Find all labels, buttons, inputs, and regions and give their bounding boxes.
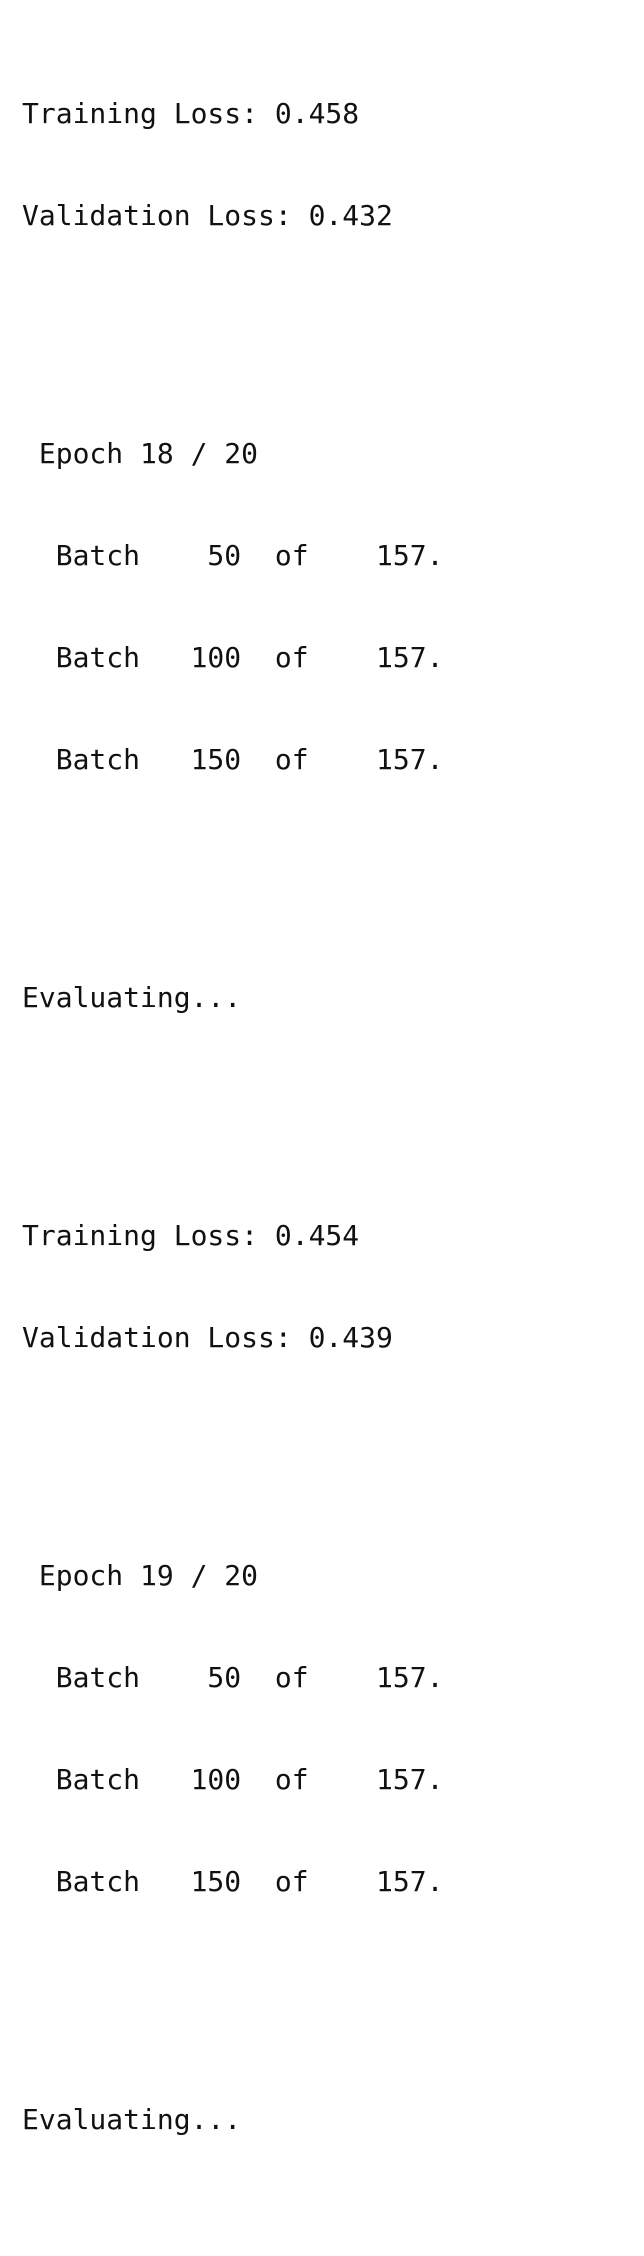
evaluating-line: Evaluating... [22,981,242,1014]
batch-progress-line: Batch 100 of 157. [22,1763,444,1796]
validation-loss-line: Validation Loss: 0.432 [22,199,393,232]
blank-line [22,845,622,879]
batch-progress-line: Batch 100 of 157. [22,641,444,674]
blank-line [22,1423,622,1457]
batch-progress-line: Batch 50 of 157. [22,539,444,572]
batch-progress-line: Batch 150 of 157. [22,743,444,776]
validation-loss-line: Validation Loss: 0.439 [22,1321,393,1354]
training-loss-line: Training Loss: 0.454 [22,1219,360,1252]
batch-progress-line: Batch 50 of 157. [22,1661,444,1694]
training-loss-line: Training Loss: 0.458 [22,97,360,130]
blank-line [22,1967,622,2001]
console-output: Training Loss: 0.458 Validation Loss: 0.… [22,29,622,2256]
epoch-header-line: Epoch 18 / 20 [22,437,259,470]
epoch-header-line: Epoch 19 / 20 [22,1559,259,1592]
batch-progress-line: Batch 150 of 157. [22,1865,444,1898]
blank-line [22,301,622,335]
evaluating-line: Evaluating... [22,2103,242,2136]
blank-line [22,1083,622,1117]
blank-line [22,2205,622,2239]
